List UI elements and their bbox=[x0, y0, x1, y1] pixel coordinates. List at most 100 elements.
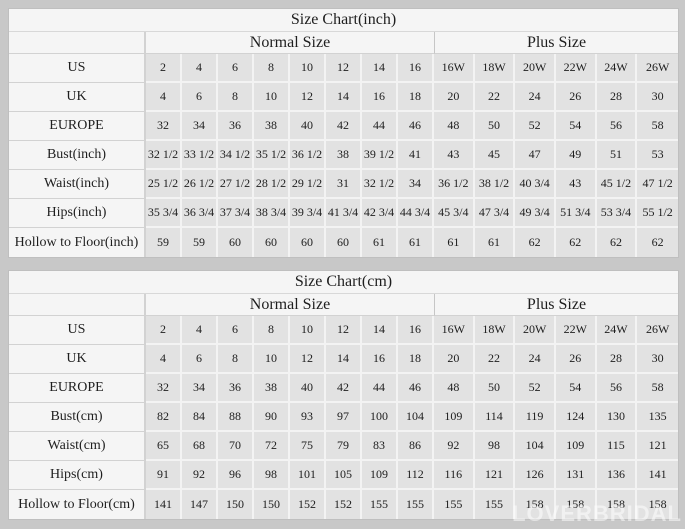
row-label: UK bbox=[9, 345, 146, 374]
row-label: EUROPE bbox=[9, 112, 146, 141]
table-cell: 34 bbox=[398, 170, 434, 199]
table-cell: 35 1/2 bbox=[254, 141, 290, 170]
table-cell: 150 bbox=[218, 490, 254, 519]
table-cell: 14 bbox=[326, 83, 362, 112]
table-cell: 10 bbox=[254, 83, 290, 112]
table-cell: 33 1/2 bbox=[182, 141, 218, 170]
table-cell: 4 bbox=[182, 316, 218, 345]
table-cell: 44 3/4 bbox=[398, 199, 434, 228]
row-label: Hips(inch) bbox=[9, 199, 146, 228]
table-cell: 53 3/4 bbox=[596, 199, 638, 228]
row-label: Hips(cm) bbox=[9, 461, 146, 490]
table-cell: 92 bbox=[182, 461, 218, 490]
table-cell: 18W bbox=[474, 316, 516, 345]
table-cell: 109 bbox=[555, 432, 597, 461]
table-cell: 10 bbox=[290, 316, 326, 345]
chart-title: Size Chart(inch) bbox=[9, 9, 678, 32]
size-table: Size Chart(inch) Normal Size Plus Size US 2 4… bbox=[8, 8, 679, 258]
table-cell: 155 bbox=[474, 490, 516, 519]
table-cell: 48 bbox=[434, 112, 475, 141]
table-cell: 18W bbox=[474, 54, 516, 83]
table-cell: 60 bbox=[254, 228, 290, 257]
size-table: Size Chart(cm) Normal Size Plus Size US 2 4 6 8… bbox=[8, 270, 679, 520]
table-cell: 2 bbox=[146, 316, 182, 345]
table-cell: 98 bbox=[254, 461, 290, 490]
table-cell: 84 bbox=[182, 403, 218, 432]
table-row: Bust(cm) 82 84 88 90 93 97 100 104 109 114 119 124 13… bbox=[9, 403, 678, 432]
table-cell: 158 bbox=[555, 490, 597, 519]
table-cell: 16W bbox=[434, 316, 475, 345]
row-label: US bbox=[9, 316, 146, 345]
table-cell: 51 bbox=[596, 141, 638, 170]
table-cell: 43 bbox=[434, 141, 475, 170]
table-cell: 150 bbox=[254, 490, 290, 519]
table-cell: 39 3/4 bbox=[290, 199, 326, 228]
table-cell: 60 bbox=[290, 228, 326, 257]
table-cell: 50 bbox=[474, 374, 516, 403]
table-cell: 10 bbox=[290, 54, 326, 83]
table-cell: 45 3/4 bbox=[434, 199, 475, 228]
table-cell: 16 bbox=[398, 54, 434, 83]
table-cell: 24W bbox=[596, 316, 638, 345]
table-cell: 28 bbox=[596, 83, 638, 112]
table-cell: 16 bbox=[362, 345, 398, 374]
table-cell: 40 3/4 bbox=[515, 170, 556, 199]
table-cell: 101 bbox=[290, 461, 326, 490]
table-cell: 54 bbox=[555, 374, 597, 403]
table-cell: 22 bbox=[474, 345, 516, 374]
table-cell: 31 bbox=[326, 170, 362, 199]
table-cell: 65 bbox=[146, 432, 182, 461]
table-cell: 6 bbox=[218, 54, 254, 83]
table-cell: 90 bbox=[254, 403, 290, 432]
table-cell: 22W bbox=[555, 54, 597, 83]
table-cell: 109 bbox=[434, 403, 475, 432]
table-cell: 112 bbox=[398, 461, 434, 490]
table-cell: 155 bbox=[434, 490, 475, 519]
table-cell: 147 bbox=[182, 490, 218, 519]
table-cell: 61 bbox=[362, 228, 398, 257]
table-cell: 155 bbox=[398, 490, 434, 519]
table-cell: 48 bbox=[434, 374, 475, 403]
row-label: Hollow to Floor(inch) bbox=[9, 228, 146, 257]
table-cell: 42 bbox=[326, 374, 362, 403]
table-cell: 45 1/2 bbox=[596, 170, 638, 199]
table-cell: 14 bbox=[326, 345, 362, 374]
table-cell: 49 bbox=[555, 141, 597, 170]
table-row: Bust(inch) 32 1/2 33 1/2 34 1/2 35 1/2 36 1/2… bbox=[9, 141, 678, 170]
table-cell: 36 bbox=[218, 374, 254, 403]
table-cell: 41 bbox=[398, 141, 434, 170]
table-cell: 75 bbox=[290, 432, 326, 461]
table-cell: 36 bbox=[218, 112, 254, 141]
table-cell: 62 bbox=[555, 228, 597, 257]
table-row: Waist(cm) 65 68 70 72 75 79 83 86 92 98 104 109 115 12… bbox=[9, 432, 678, 461]
row-label: Waist(inch) bbox=[9, 170, 146, 199]
table-cell: 158 bbox=[515, 490, 556, 519]
table-cell: 131 bbox=[555, 461, 597, 490]
table-cell: 38 bbox=[254, 112, 290, 141]
table-cell: 26 bbox=[555, 345, 597, 374]
corner-cell bbox=[9, 294, 146, 316]
table-cell: 45 bbox=[474, 141, 516, 170]
table-cell: 97 bbox=[326, 403, 362, 432]
table-cell: 8 bbox=[254, 54, 290, 83]
table-cell: 32 bbox=[146, 112, 182, 141]
table-cell: 39 1/2 bbox=[362, 141, 398, 170]
table-row: Hollow to Floor(inch) 59 59 60 60 60 60 61 61 61 6… bbox=[9, 228, 678, 257]
table-cell: 8 bbox=[254, 316, 290, 345]
table-cell: 26W bbox=[637, 316, 678, 345]
table-cell: 26 bbox=[555, 83, 597, 112]
table-cell: 83 bbox=[362, 432, 398, 461]
column-group-row: Normal Size Plus Size bbox=[9, 32, 678, 54]
table-cell: 152 bbox=[326, 490, 362, 519]
table-cell: 40 bbox=[290, 112, 326, 141]
table-cell: 32 1/2 bbox=[362, 170, 398, 199]
column-group-label: Normal Size bbox=[146, 294, 434, 316]
table-cell: 126 bbox=[515, 461, 556, 490]
table-cell: 56 bbox=[596, 112, 638, 141]
column-group-label: Plus Size bbox=[434, 32, 678, 54]
table-cell: 34 1/2 bbox=[218, 141, 254, 170]
table-cell: 22W bbox=[555, 316, 597, 345]
row-label: UK bbox=[9, 83, 146, 112]
table-cell: 59 bbox=[146, 228, 182, 257]
table-row: UK 4 6 8 10 12 14 16 18 20 22 24 26 28 30 bbox=[9, 345, 678, 374]
